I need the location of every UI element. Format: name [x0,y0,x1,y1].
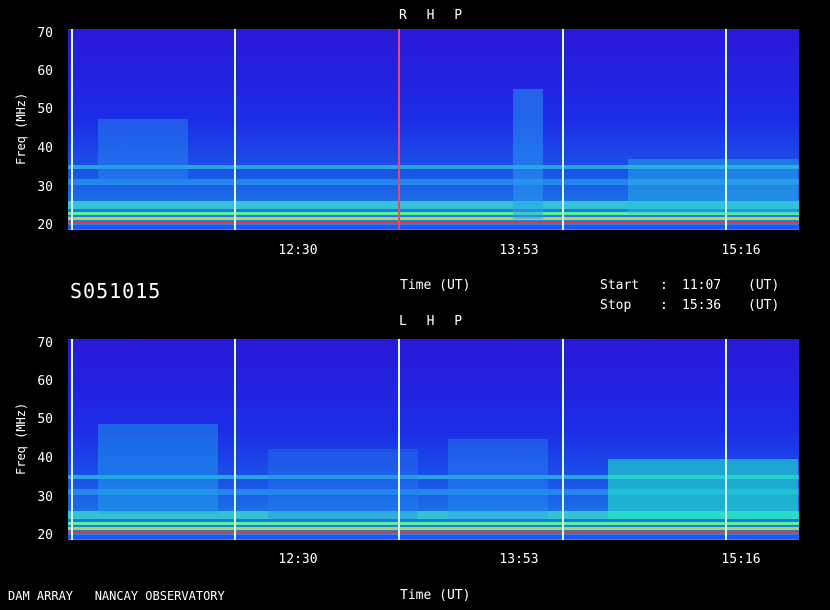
lhp-title: L H P [399,314,469,329]
calibration-line [725,339,727,540]
calibration-line [234,29,236,230]
spectrogram-background [68,29,799,230]
emission-band [68,165,799,169]
time-axis-label: Time (UT) [400,278,471,293]
stop-unit: (UT) [748,298,780,313]
rhp-ytick: 20 [37,218,53,233]
calibration-line [725,29,727,230]
emission-band [68,511,799,519]
emission-band [68,225,799,229]
emission-patch [628,159,798,214]
emission-band [68,217,799,220]
lhp-xtick: 15:16 [721,552,761,567]
rhp-ytick: 60 [37,64,53,79]
calibration-line [398,29,400,230]
rhp-ytick: 40 [37,141,53,156]
calibration-line [234,339,236,540]
emission-patch [513,89,543,219]
emission-band [68,531,799,533]
rhp-xtick: 12:30 [278,243,318,258]
bottom-time-axis-label: Time (UT) [400,588,471,603]
calibration-line [562,339,564,540]
lhp-ytick: 20 [37,528,53,543]
calibration-line [71,339,73,540]
lhp-ytick: 30 [37,490,53,505]
emission-patch [268,449,418,519]
emission-patch [448,439,548,519]
emission-band [68,212,799,215]
emission-band [68,179,799,185]
observation-id: S051015 [70,279,162,303]
stop-colon: : [660,298,668,313]
emission-band [68,475,799,479]
emission-patch [98,424,218,514]
lhp-ytick: 40 [37,451,53,466]
lhp-spectrogram [68,339,799,540]
lhp-ytick: 70 [37,336,53,351]
lhp-xtick: 13:53 [499,552,539,567]
stop-value: 15:36 [682,298,722,313]
emission-patch [98,119,188,179]
emission-band [68,201,799,209]
lhp-ytick: 50 [37,412,53,427]
emission-band [68,527,799,530]
rhp-ytick: 30 [37,180,53,195]
calibration-line [398,339,400,540]
observatory-label: DAM ARRAY NANCAY OBSERVATORY [8,589,225,603]
start-colon: : [660,278,668,293]
lhp-ytick: 60 [37,374,53,389]
emission-patch [608,459,798,519]
rhp-title: R H P [399,8,469,23]
emission-band [68,535,799,539]
rhp-spectrogram [68,29,799,230]
start-value: 11:07 [682,278,722,293]
rhp-ytick: 70 [37,26,53,41]
rhp-xtick: 13:53 [499,243,539,258]
emission-band [68,489,799,495]
start-unit: (UT) [748,278,780,293]
rhp-ytick: 50 [37,102,53,117]
start-label: Start [600,278,640,293]
emission-band [68,522,799,525]
lhp-xtick: 12:30 [278,552,318,567]
emission-band [68,221,799,223]
rhp-xtick: 15:16 [721,243,761,258]
calibration-line [562,29,564,230]
stop-label: Stop [600,298,632,313]
calibration-line [71,29,73,230]
